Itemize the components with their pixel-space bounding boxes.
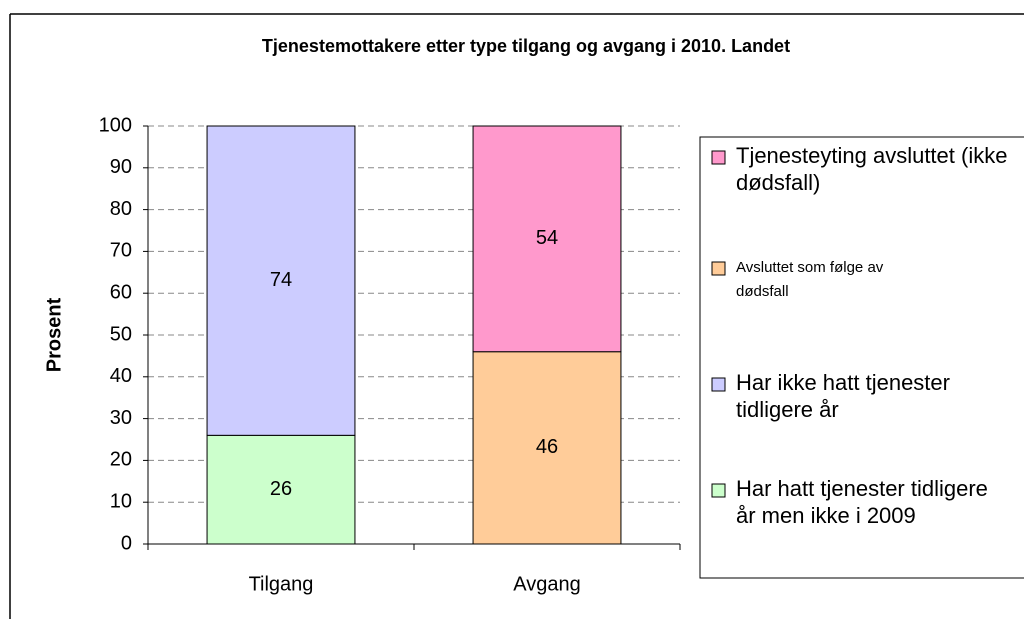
y-tick-label: 40 — [110, 365, 132, 387]
legend-label: Tjenesteyting avsluttet (ikke dødsfall) — [736, 143, 1014, 195]
data-label: 46 — [536, 436, 558, 458]
bar-segment — [206, 125, 356, 436]
y-tick-label: 20 — [110, 449, 132, 471]
legend-swatch — [711, 377, 726, 392]
y-tick-label: 10 — [110, 490, 132, 512]
data-label: 54 — [536, 227, 558, 249]
bar-segment — [472, 351, 622, 545]
data-label: 26 — [270, 478, 292, 500]
x-tick-label: Avgang — [513, 573, 580, 595]
y-tick-label: 90 — [110, 156, 132, 178]
legend-swatch — [711, 261, 726, 276]
legend-swatch — [711, 150, 726, 165]
y-tick-label: 30 — [110, 407, 132, 429]
legend-label: Har hatt tjenester tidligere år men ikke… — [736, 476, 994, 528]
bar-segment — [472, 125, 622, 353]
legend-label: Har ikke hatt tjenester tidligere år — [736, 370, 956, 422]
legend-box — [699, 136, 1024, 579]
legend-label: Avsluttet som følge av dødsfall — [736, 259, 887, 300]
data-label: 74 — [270, 269, 292, 291]
y-tick-label: 50 — [110, 323, 132, 345]
bar-segment — [206, 434, 356, 545]
chart-title: Tjenestemottakere etter type tilgang og … — [262, 36, 790, 56]
y-tick-label: 70 — [110, 240, 132, 262]
x-tick-label: Tilgang — [249, 573, 314, 595]
y-tick-label: 100 — [99, 114, 132, 136]
y-tick-label: 80 — [110, 198, 132, 220]
legend-swatch — [711, 483, 726, 498]
y-axis-label: Prosent — [43, 297, 65, 372]
y-tick-label: 0 — [121, 532, 132, 554]
y-tick-label: 60 — [110, 281, 132, 303]
